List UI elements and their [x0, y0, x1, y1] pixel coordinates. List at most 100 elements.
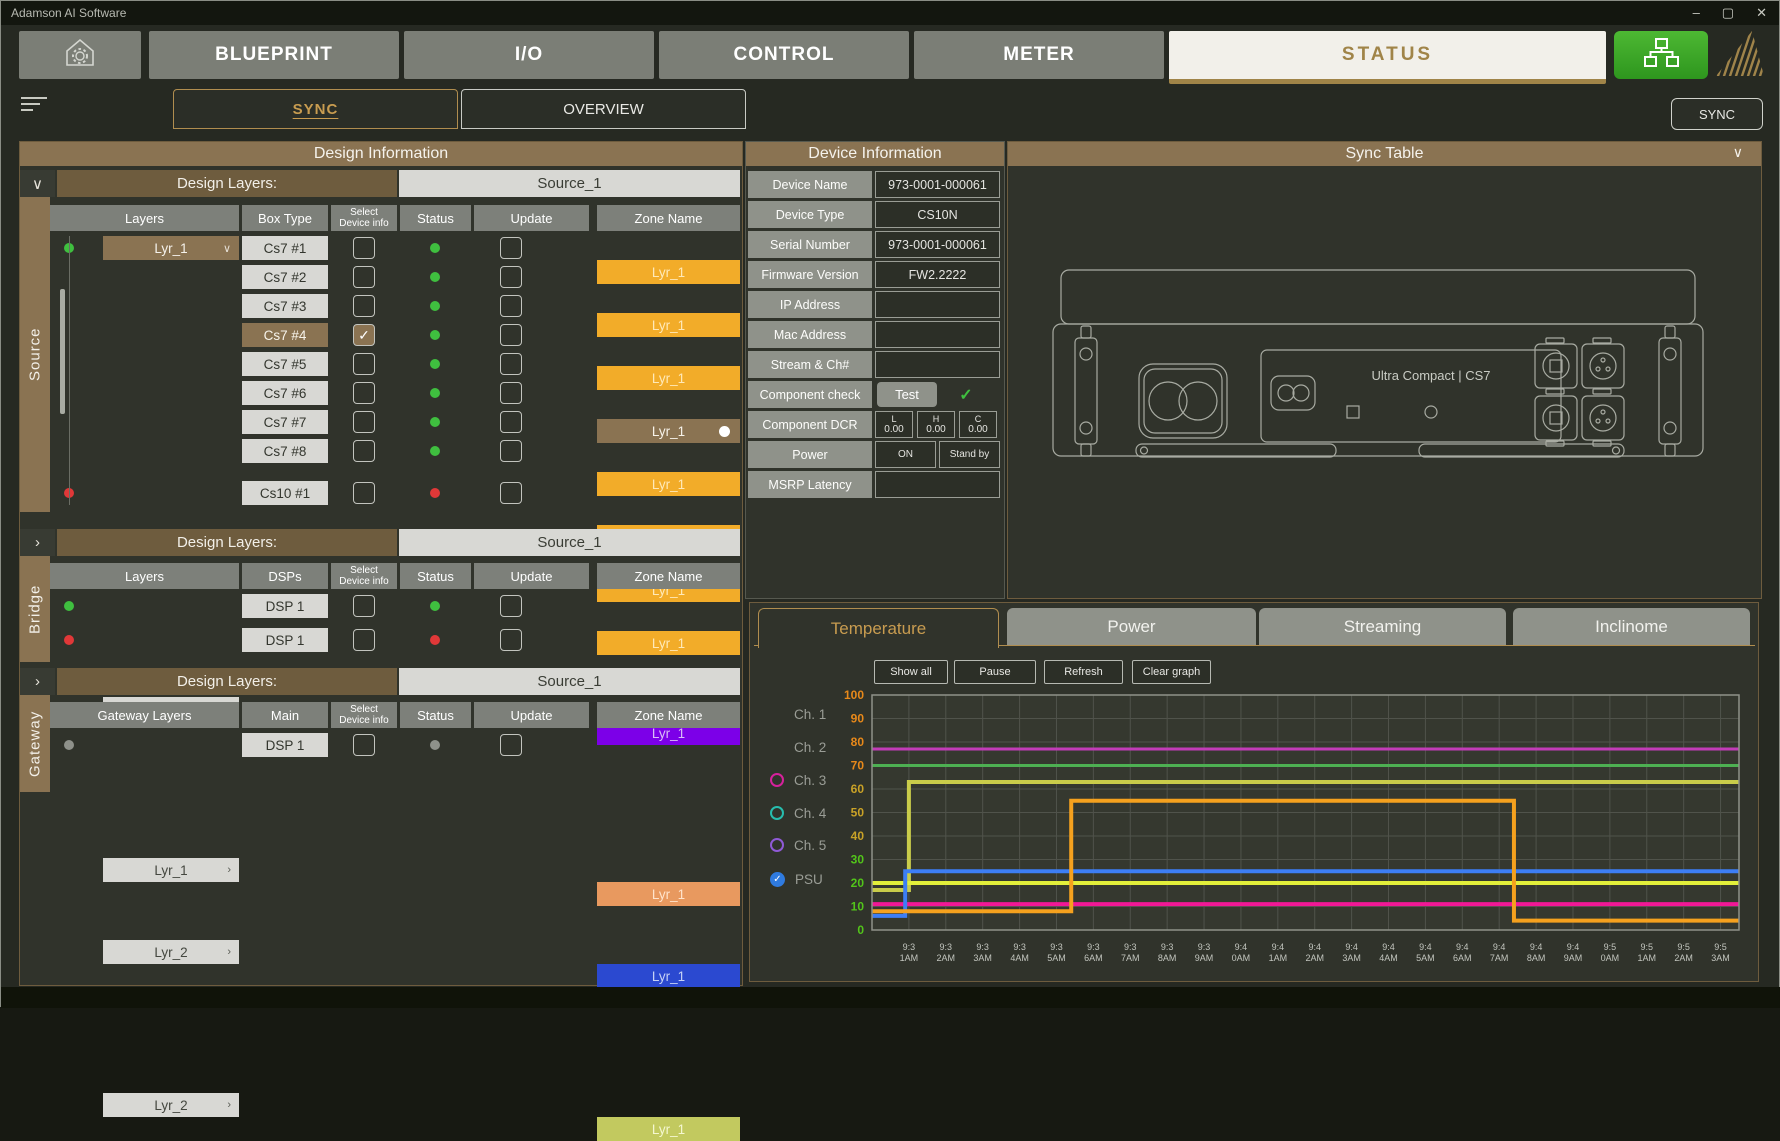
chart-button-pause[interactable]: Pause — [954, 660, 1036, 684]
box-cell-cs7-6[interactable]: Cs7 #6 — [242, 381, 328, 405]
box-cell-cs7-1[interactable]: Cs7 #1 — [242, 236, 328, 260]
select-device-checkbox[interactable]: ✓ — [353, 324, 375, 346]
select-device-checkbox[interactable] — [353, 595, 375, 617]
section-collapse-chevron-gateway[interactable]: › — [20, 668, 55, 695]
network-status-button[interactable] — [1614, 31, 1708, 79]
design-layers-label-source: Design Layers: — [57, 170, 397, 197]
design-layers-value-bridge[interactable]: Source_1 — [399, 529, 740, 556]
box-cell-cs10-1[interactable]: Cs10 #1 — [242, 481, 328, 505]
svg-text:8AM: 8AM — [1158, 953, 1177, 963]
menu-icon[interactable] — [21, 97, 51, 113]
update-checkbox[interactable] — [500, 595, 522, 617]
layer-cell-lyr-1[interactable]: Lyr_1∨ — [103, 236, 239, 260]
design-layers-value-source[interactable]: Source_1 — [399, 170, 740, 197]
update-checkbox[interactable] — [500, 353, 522, 375]
zone-name-cell[interactable]: Lyr_1 — [597, 472, 740, 496]
select-device-checkbox[interactable] — [353, 237, 375, 259]
update-checkbox[interactable] — [500, 482, 522, 504]
box-cell-cs7-4[interactable]: Cs7 #4 — [242, 323, 328, 347]
column-header-box-type: Box Type — [242, 205, 328, 231]
layer-cell-lyr-2[interactable]: Lyr_2› — [103, 1093, 239, 1117]
nav-tab-control[interactable]: CONTROL — [659, 31, 909, 79]
zone-name-cell[interactable]: Lyr_1 — [597, 260, 740, 284]
section-collapse-chevron-source[interactable]: ∨ — [20, 170, 55, 197]
adamson-logo — [1713, 29, 1767, 79]
monitor-tab-streaming[interactable]: Streaming — [1259, 608, 1506, 645]
zone-name-cell[interactable]: Lyr_1 — [597, 882, 740, 906]
sub-tab-sync[interactable]: SYNC — [173, 89, 458, 129]
svg-text:9AM: 9AM — [1195, 953, 1214, 963]
component-check-test-button[interactable]: Test — [877, 382, 937, 407]
nav-tab-status[interactable]: STATUS — [1169, 31, 1606, 84]
svg-text:9:3: 9:3 — [1087, 942, 1100, 952]
nav-tab-meter[interactable]: METER — [914, 31, 1164, 79]
box-cell-dsp-1[interactable]: DSP 1 — [242, 733, 328, 757]
select-device-checkbox[interactable] — [353, 295, 375, 317]
select-device-checkbox[interactable] — [353, 482, 375, 504]
svg-text:10: 10 — [851, 900, 865, 914]
box-cell-dsp-1[interactable]: DSP 1 — [242, 628, 328, 652]
rows-scrollbar[interactable] — [60, 289, 65, 414]
monitor-tab-temperature[interactable]: Temperature — [758, 608, 999, 648]
zone-name-cell[interactable]: Lyr_1 — [597, 419, 740, 443]
update-checkbox[interactable] — [500, 295, 522, 317]
layer-cell-lyr-2[interactable]: Lyr_2› — [103, 940, 239, 964]
zone-name-cell[interactable]: Lyr_1 — [597, 313, 740, 337]
update-checkbox[interactable] — [500, 734, 522, 756]
device-rear-panel-drawing: Ultra Compact | CS7 — [1051, 268, 1705, 460]
box-cell-dsp-1[interactable]: DSP 1 — [242, 594, 328, 618]
select-device-checkbox[interactable] — [353, 629, 375, 651]
power-on-button[interactable]: ON — [875, 441, 936, 468]
dcr-cell-c: C0.00 — [959, 411, 997, 438]
zone-name-cell[interactable]: Lyr_1 — [597, 1117, 740, 1141]
box-cell-cs7-5[interactable]: Cs7 #5 — [242, 352, 328, 376]
device-field-value-firmware-version: FW2.2222 — [875, 261, 1000, 288]
update-checkbox[interactable] — [500, 266, 522, 288]
box-cell-cs7-2[interactable]: Cs7 #2 — [242, 265, 328, 289]
select-device-checkbox[interactable] — [353, 382, 375, 404]
select-device-checkbox[interactable] — [353, 411, 375, 433]
section-collapse-chevron-bridge[interactable]: › — [20, 529, 55, 556]
monitor-tab-power[interactable]: Power — [1007, 608, 1256, 645]
layer-status-dot — [64, 601, 74, 611]
nav-tab-i-o[interactable]: I/O — [404, 31, 654, 79]
update-checkbox[interactable] — [500, 324, 522, 346]
sub-tab-overview[interactable]: OVERVIEW — [461, 89, 746, 129]
zone-name-cell[interactable]: Lyr_1 — [597, 366, 740, 390]
close-button[interactable]: ✕ — [1756, 5, 1767, 21]
update-checkbox[interactable] — [500, 440, 522, 462]
sync-action-button[interactable]: SYNC — [1671, 98, 1763, 130]
select-device-checkbox[interactable] — [353, 734, 375, 756]
chart-button-clear-graph[interactable]: Clear graph — [1132, 660, 1211, 684]
layer-cell-lyr-1[interactable]: Lyr_1› — [103, 858, 239, 882]
column-header-gateway-layers: Gateway Layers — [50, 702, 239, 728]
design-layers-label-gateway: Design Layers: — [57, 668, 397, 695]
box-cell-cs7-8[interactable]: Cs7 #8 — [242, 439, 328, 463]
select-device-checkbox[interactable] — [353, 440, 375, 462]
monitor-tab-inclinome[interactable]: Inclinome — [1513, 608, 1750, 645]
select-device-checkbox[interactable] — [353, 266, 375, 288]
chart-button-refresh[interactable]: Refresh — [1044, 660, 1123, 684]
select-device-checkbox[interactable] — [353, 353, 375, 375]
svg-text:9:5: 9:5 — [1714, 942, 1727, 952]
power-standby-button[interactable]: Stand by — [939, 441, 1000, 468]
device-field-label-stream-ch: Stream & Ch# — [748, 351, 872, 378]
update-checkbox[interactable] — [500, 237, 522, 259]
nav-tab-blueprint[interactable]: BLUEPRINT — [149, 31, 399, 79]
update-checkbox[interactable] — [500, 629, 522, 651]
collapse-chevron-icon[interactable]: ∨ — [1733, 144, 1743, 161]
box-cell-cs7-3[interactable]: Cs7 #3 — [242, 294, 328, 318]
minimize-button[interactable]: – — [1693, 5, 1700, 21]
update-checkbox[interactable] — [500, 411, 522, 433]
zone-name-cell[interactable]: Lyr_1 — [597, 631, 740, 655]
home-gear-icon — [61, 36, 99, 75]
box-cell-cs7-7[interactable]: Cs7 #7 — [242, 410, 328, 434]
design-layers-value-gateway[interactable]: Source_1 — [399, 668, 740, 695]
maximize-button[interactable]: ▢ — [1722, 5, 1734, 21]
update-checkbox[interactable] — [500, 382, 522, 404]
column-header-status: Status — [400, 702, 471, 728]
home-settings-button[interactable] — [19, 31, 141, 79]
network-topology-icon — [1641, 36, 1681, 75]
chart-button-show-all[interactable]: Show all — [874, 660, 948, 684]
zone-name-cell[interactable]: Lyr_1 — [597, 964, 740, 988]
